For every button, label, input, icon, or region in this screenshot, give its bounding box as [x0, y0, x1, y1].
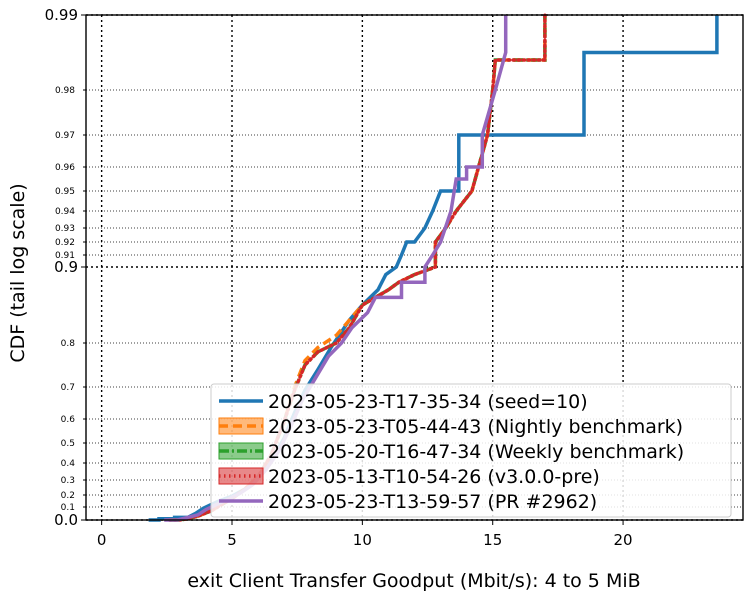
y-tick-label: 0.91	[55, 251, 75, 261]
y-tick-label: 0.92	[55, 238, 75, 248]
y-tick-label: 0.9	[54, 258, 78, 276]
legend-label-3: 2023-05-20-T16-47-34 (Weekly benchmark)	[268, 441, 684, 463]
y-tick-label: 0.93	[55, 224, 75, 234]
y-tick-label: 0.97	[55, 131, 75, 141]
y-tick-label: 0.4	[61, 459, 76, 469]
legend-label-1: 2023-05-23-T17-35-34 (seed=10)	[268, 391, 588, 413]
y-axis-label: CDF (tail log scale)	[7, 183, 29, 362]
y-tick-label: 0.6	[61, 415, 76, 425]
legend-label-2: 2023-05-23-T05-44-43 (Nightly benchmark)	[268, 416, 683, 438]
x-axis-label: exit Client Transfer Goodput (Mbit/s): 4…	[187, 570, 640, 592]
y-tick-label: 0.2	[61, 491, 75, 501]
x-tick-label: 10	[353, 531, 372, 549]
x-tick-label: 0	[97, 531, 107, 549]
legend: 2023-05-23-T17-35-34 (seed=10) 2023-05-23…	[210, 383, 732, 518]
x-tick-label: 5	[227, 531, 237, 549]
legend-label-4: 2023-05-13-T10-54-26 (v3.0.0-pre)	[268, 466, 600, 488]
y-tick-label: 0.1	[61, 503, 75, 513]
y-tick-label: 0.99	[45, 6, 78, 24]
y-tick-label: 0.95	[55, 187, 75, 197]
legend-box	[210, 383, 732, 518]
ticks-layer: 0 5 10 15 200.00.10.20.30.40.50.60.70.80.90.…	[45, 6, 633, 549]
y-tick-label: 0.5	[61, 439, 75, 449]
x-tick-label: 15	[483, 531, 502, 549]
y-tick-label: 0.0	[54, 511, 78, 529]
legend-swatch-band-4	[218, 467, 264, 485]
x-tick-label: 20	[614, 531, 633, 549]
legend-items: 2023-05-23-T17-35-34 (seed=10) 2023-05-23…	[218, 391, 684, 513]
y-tick-label: 0.96	[55, 163, 75, 173]
legend-label-5: 2023-05-23-T13-59-57 (PR #2962)	[268, 491, 597, 513]
y-tick-label: 0.98	[55, 86, 75, 96]
y-tick-label: 0.7	[61, 383, 75, 393]
y-tick-label: 0.8	[61, 339, 76, 349]
y-tick-label: 0.94	[55, 207, 75, 217]
y-tick-label: 0.3	[61, 476, 75, 486]
